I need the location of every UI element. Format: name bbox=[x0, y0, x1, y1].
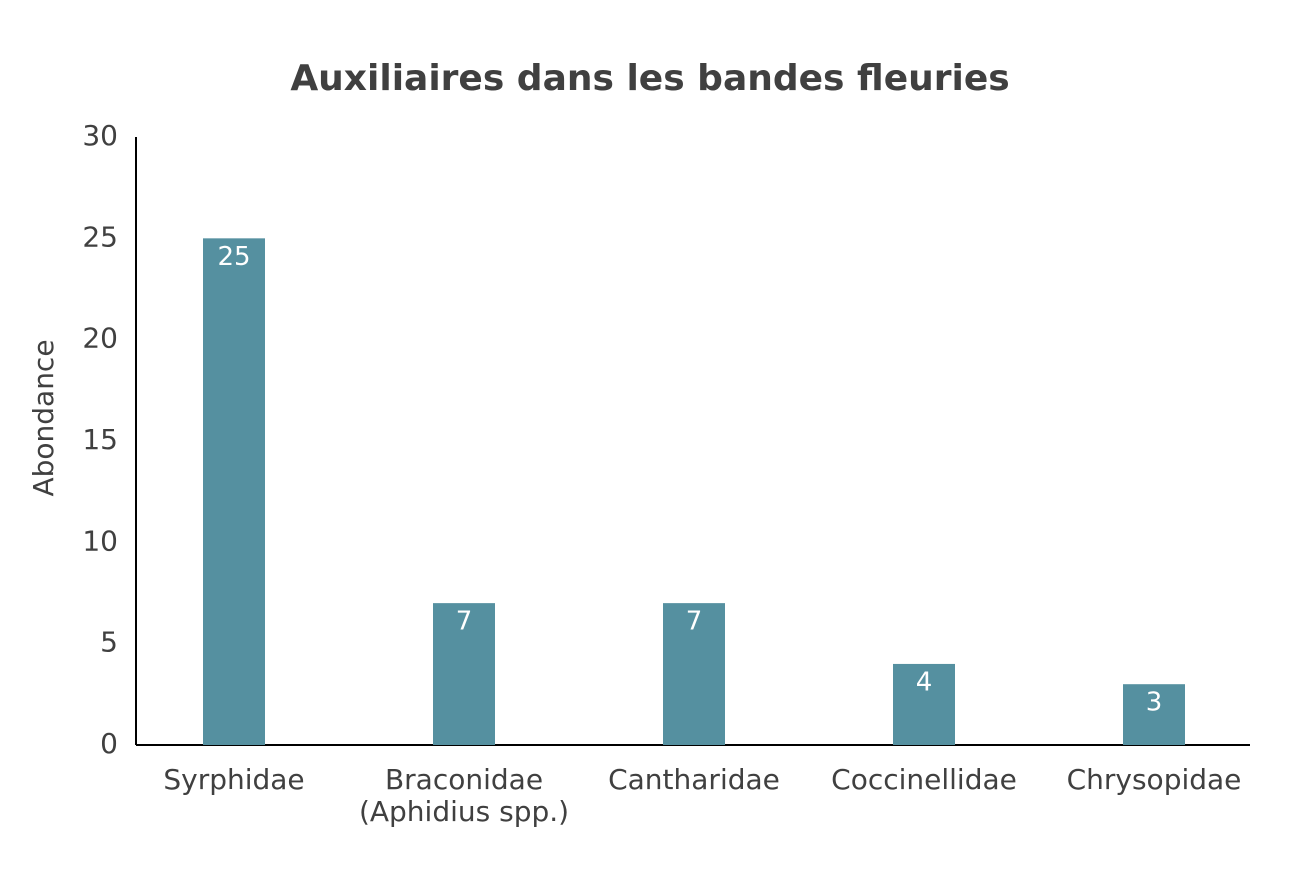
bar bbox=[203, 238, 265, 746]
y-tick-label: 0 bbox=[100, 727, 118, 760]
data-label: 7 bbox=[686, 607, 703, 637]
y-tick-label: 30 bbox=[82, 119, 118, 152]
y-axis-title: Abondance bbox=[27, 339, 60, 496]
data-label: 25 bbox=[217, 242, 250, 272]
x-tick-label: Chrysopidae bbox=[1067, 763, 1242, 796]
data-label: 4 bbox=[916, 667, 933, 697]
bar bbox=[1123, 684, 1185, 745]
data-label: 3 bbox=[1146, 688, 1163, 718]
bar bbox=[663, 603, 725, 745]
x-tick-label: Syrphidae bbox=[163, 763, 304, 796]
y-tick-label: 25 bbox=[82, 220, 118, 253]
y-tick-label: 15 bbox=[82, 423, 118, 456]
bar bbox=[433, 603, 495, 745]
y-tick-label: 5 bbox=[100, 626, 118, 659]
x-tick-label: Cantharidae bbox=[608, 763, 780, 796]
y-tick-label: 20 bbox=[82, 322, 118, 355]
data-label: 7 bbox=[456, 607, 473, 637]
x-tick-label: Braconidae (Aphidius spp.) bbox=[359, 763, 569, 828]
chart-title: Auxiliaires dans les bandes fleuries bbox=[290, 58, 1009, 99]
x-tick-label: Coccinellidae bbox=[831, 763, 1017, 796]
bar bbox=[893, 663, 955, 745]
y-tick-label: 10 bbox=[82, 524, 118, 557]
